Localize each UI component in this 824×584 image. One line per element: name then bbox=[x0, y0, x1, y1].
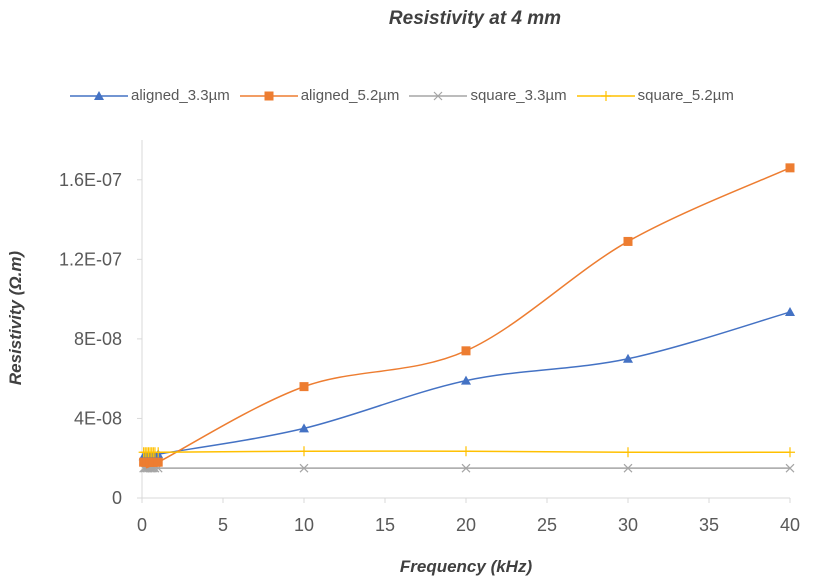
x-tick-label: 5 bbox=[218, 515, 228, 535]
series-aligned-3-3-m-point bbox=[461, 375, 471, 385]
legend-label: aligned_3.3µm bbox=[131, 87, 230, 104]
legend-swatch-marker bbox=[600, 90, 611, 101]
legend-aligned-5-2-m: aligned_5.2µm bbox=[239, 87, 400, 104]
x-tick-label: 15 bbox=[375, 515, 395, 535]
series-aligned-5-2-m-point bbox=[153, 457, 163, 467]
series-square-5-2-m-point bbox=[623, 447, 633, 458]
legend-swatch bbox=[409, 91, 468, 100]
x-tick-label: 25 bbox=[537, 515, 557, 535]
series-square-3-3-m-point bbox=[299, 463, 309, 473]
legend-swatch-marker bbox=[264, 91, 274, 100]
legend-swatch bbox=[70, 90, 128, 100]
series-aligned-5-2-m-point bbox=[461, 346, 471, 356]
series-square-5-2-m-point bbox=[785, 447, 795, 458]
series-aligned-5-2-m-point bbox=[623, 236, 633, 246]
legend-aligned-3-3-m: aligned_3.3µm bbox=[70, 87, 230, 104]
legend-swatch bbox=[576, 90, 635, 101]
y-tick-label: 4E-08 bbox=[74, 408, 122, 428]
legend-square-3-3-m: square_3.3µm bbox=[409, 87, 567, 104]
legend-label: square_5.2µm bbox=[637, 87, 734, 104]
x-tick-label: 20 bbox=[456, 515, 476, 535]
series-aligned-5-2-m-line bbox=[143, 167, 791, 469]
series-square-3-3-m-point bbox=[461, 463, 471, 473]
x-tick-label: 40 bbox=[780, 515, 800, 535]
legend-swatch bbox=[239, 91, 298, 100]
series-square-5-2-m-point bbox=[461, 446, 471, 457]
y-tick-label: 1.2E-07 bbox=[59, 249, 122, 269]
x-tick-label: 10 bbox=[294, 515, 314, 535]
series-aligned-3-3-m-point bbox=[299, 423, 309, 433]
series-aligned-5-2-m-point bbox=[785, 163, 795, 173]
series-square-3-3-m-point bbox=[623, 463, 633, 473]
x-tick-label: 35 bbox=[699, 515, 719, 535]
y-tick-label: 8E-08 bbox=[74, 329, 122, 349]
legend-square-5-2-m: square_5.2µm bbox=[576, 87, 734, 104]
x-tick-label: 30 bbox=[618, 515, 638, 535]
x-tick-label: 0 bbox=[137, 515, 147, 535]
y-tick-label: 1.6E-07 bbox=[59, 170, 122, 190]
series-aligned-3-3-m-point bbox=[785, 307, 795, 317]
series-square-5-2-m-point bbox=[153, 447, 164, 458]
legend-label: square_3.3µm bbox=[470, 87, 567, 104]
legend-label: aligned_5.2µm bbox=[300, 87, 400, 104]
series-square-3-3-m-point bbox=[785, 463, 795, 473]
y-axis-label: Resistivity (Ω.m) bbox=[6, 250, 25, 386]
x-axis-label: Frequency (kHz) bbox=[399, 557, 533, 576]
legend: aligned_3.3µm aligned_5.2µm square_3.3µm sq… bbox=[70, 87, 744, 104]
series-aligned-3-3-m-point bbox=[623, 353, 633, 363]
legend-swatch-marker bbox=[434, 91, 443, 100]
y-tick-label: 0 bbox=[112, 488, 122, 508]
chart-title: Resistivity at 4 mm bbox=[388, 8, 562, 29]
series-aligned-5-2-m-point bbox=[299, 382, 309, 392]
series-square-5-2-m-point bbox=[299, 446, 309, 457]
legend-swatch-marker bbox=[94, 90, 104, 100]
